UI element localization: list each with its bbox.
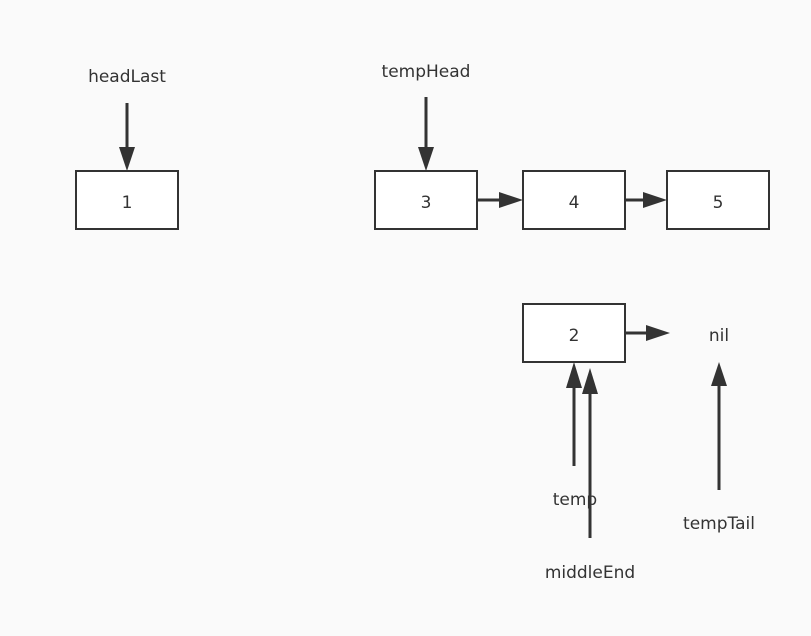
node-5-box <box>666 170 770 230</box>
label-nil: nil <box>709 326 729 346</box>
node-2: 2 <box>522 303 626 363</box>
node-1-value: 1 <box>122 193 133 213</box>
arrow-temp-head-to-node-3 <box>418 97 434 171</box>
label-head-last: headLast <box>88 67 166 87</box>
node-4-box <box>522 170 626 230</box>
arrow-node-3-to-node-4 <box>477 192 523 208</box>
node-3-box <box>374 170 478 230</box>
node-1-box <box>75 170 179 230</box>
label-temp: temp <box>553 490 597 510</box>
node-4-value: 4 <box>569 193 580 213</box>
arrow-middle-end-to-node-2 <box>582 368 598 538</box>
label-temp-head: tempHead <box>382 62 471 82</box>
node-1: 1 <box>75 170 179 230</box>
node-3-value: 3 <box>421 193 432 213</box>
node-2-value: 2 <box>569 326 580 346</box>
label-temp-tail: tempTail <box>683 514 755 534</box>
arrow-node-2-to-nil <box>625 325 670 341</box>
node-5-value: 5 <box>713 193 724 213</box>
node-4: 4 <box>522 170 626 230</box>
arrow-temp-tail-to-nil <box>711 362 727 490</box>
node-5: 5 <box>666 170 770 230</box>
arrow-node-4-to-node-5 <box>625 192 667 208</box>
label-middle-end: middleEnd <box>545 563 635 583</box>
node-3: 3 <box>374 170 478 230</box>
arrow-temp-to-node-2 <box>566 362 582 466</box>
arrow-head-last-to-node-1 <box>119 103 135 171</box>
